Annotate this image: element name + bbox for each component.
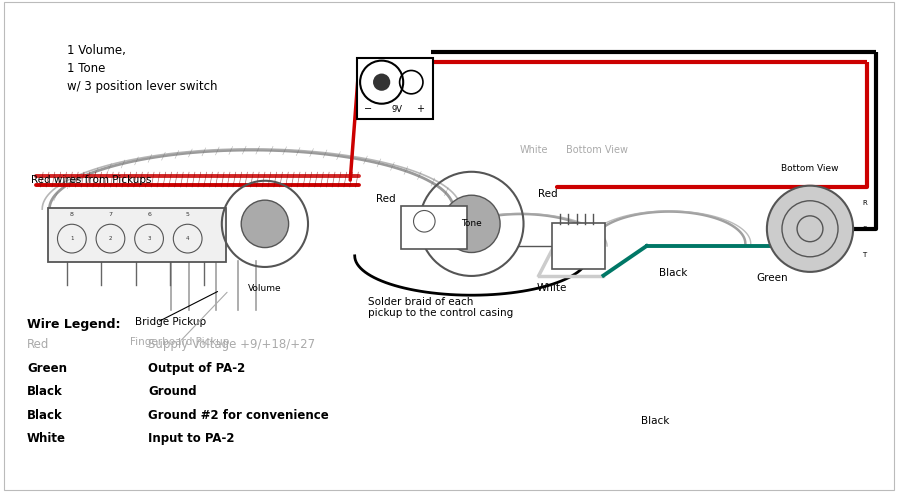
Text: White: White: [27, 432, 66, 445]
Text: 2: 2: [109, 236, 112, 241]
FancyBboxPatch shape: [357, 58, 433, 119]
Text: Input to PA-2: Input to PA-2: [148, 432, 234, 445]
Text: 8: 8: [70, 212, 74, 216]
Text: Red wires from Pickups: Red wires from Pickups: [31, 175, 152, 184]
Text: 9V: 9V: [392, 105, 402, 114]
Text: Ground: Ground: [148, 385, 197, 398]
Text: Solder braid of each
pickup to the control casing: Solder braid of each pickup to the contr…: [368, 297, 514, 318]
Text: Green: Green: [756, 273, 788, 283]
Text: Black: Black: [27, 385, 63, 398]
Text: Tone: Tone: [461, 219, 482, 228]
Text: 5: 5: [186, 212, 189, 216]
Text: Bottom View: Bottom View: [566, 145, 629, 155]
Text: Supply Voltage +9/+18/+27: Supply Voltage +9/+18/+27: [148, 338, 315, 351]
Text: 3: 3: [147, 236, 151, 241]
Text: Bottom View: Bottom View: [781, 164, 839, 173]
Text: Red: Red: [27, 338, 49, 351]
FancyBboxPatch shape: [552, 223, 605, 269]
Text: +: +: [417, 104, 424, 114]
Text: Black: Black: [641, 416, 670, 426]
Text: −: −: [364, 104, 373, 114]
Text: Fingerboard Pickup: Fingerboard Pickup: [130, 337, 230, 347]
Text: 7: 7: [109, 212, 112, 216]
Text: Volume: Volume: [248, 284, 282, 293]
Ellipse shape: [443, 195, 500, 252]
Text: 1: 1: [70, 236, 74, 241]
Text: White: White: [537, 283, 568, 293]
Ellipse shape: [242, 200, 288, 247]
Text: Green: Green: [27, 362, 67, 374]
Text: T: T: [862, 251, 867, 258]
Text: White: White: [520, 145, 549, 155]
Text: Output of PA-2: Output of PA-2: [148, 362, 245, 374]
Text: Black: Black: [27, 409, 63, 422]
Ellipse shape: [767, 185, 853, 272]
Text: Red: Red: [376, 194, 396, 204]
Text: Red: Red: [538, 189, 558, 199]
Text: 1 Volume,
1 Tone
w/ 3 position lever switch: 1 Volume, 1 Tone w/ 3 position lever swi…: [67, 44, 218, 93]
Text: Wire Legend:: Wire Legend:: [27, 318, 120, 331]
Ellipse shape: [373, 73, 391, 91]
FancyBboxPatch shape: [401, 206, 467, 249]
Text: Black: Black: [659, 268, 688, 278]
Text: 6: 6: [147, 212, 151, 216]
Text: S: S: [862, 226, 867, 232]
Text: R: R: [862, 200, 867, 206]
Text: Ground #2 for convenience: Ground #2 for convenience: [148, 409, 329, 422]
FancyBboxPatch shape: [48, 208, 226, 262]
Text: Bridge Pickup: Bridge Pickup: [135, 317, 206, 327]
Text: 4: 4: [186, 236, 189, 241]
